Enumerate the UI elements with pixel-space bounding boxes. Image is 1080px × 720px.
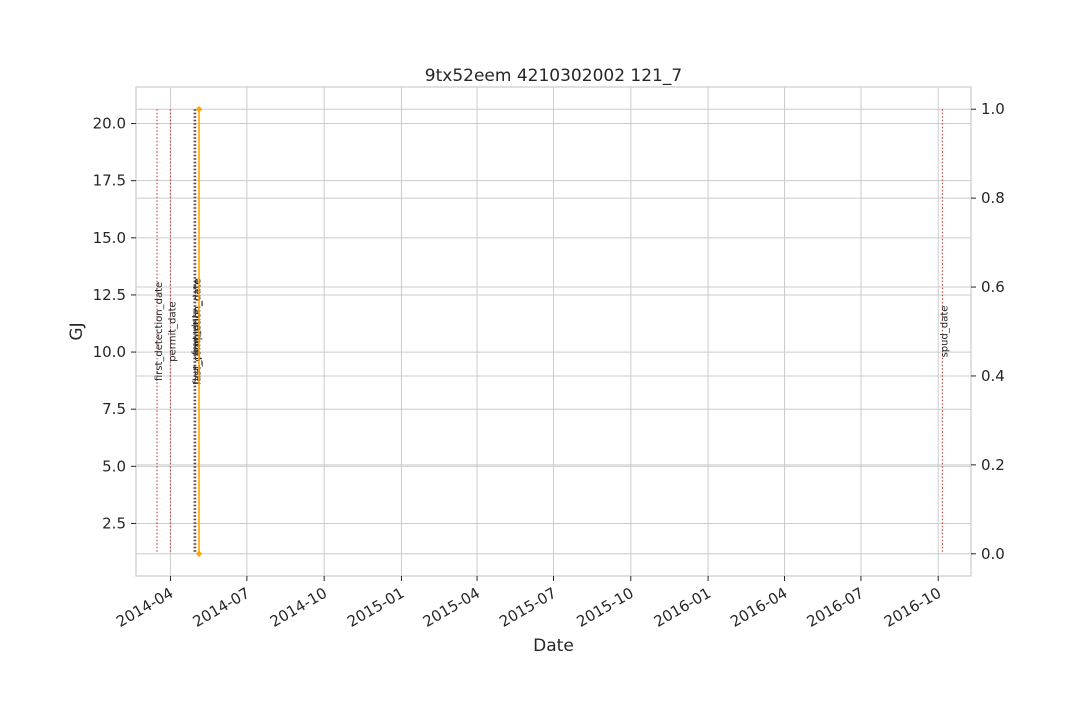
y-tick-label: 7.5	[102, 400, 126, 418]
event-label: first_production_date	[192, 279, 203, 385]
event-lines: first_detection_date permit_date frac_date…	[154, 109, 950, 554]
series-point	[195, 106, 203, 113]
y-tick-label: 20.0	[93, 115, 126, 133]
y-tick-label: 12.5	[93, 286, 126, 304]
y-right-tick-label: 1.0	[981, 100, 1005, 118]
x-axis-label: Date	[533, 636, 574, 656]
series	[195, 106, 203, 557]
y-tick-label: 15.0	[93, 229, 126, 247]
grid	[136, 87, 971, 576]
y-right-tick-label: 0.6	[981, 278, 1005, 296]
y-right-tick-label: 0.4	[981, 367, 1005, 385]
y-right-tick-label: 0.2	[981, 456, 1005, 474]
ticks	[131, 108, 976, 581]
series-point	[195, 550, 203, 557]
event-label: spud_date	[939, 306, 950, 358]
y-tick-label: 17.5	[93, 172, 126, 190]
y-tick-label: 5.0	[102, 457, 126, 475]
event-label: permit_date	[167, 301, 178, 361]
y-right-tick-label: 0.8	[981, 189, 1005, 207]
y-tick-label: 2.5	[102, 514, 126, 532]
y-right-tick-label: 0.0	[981, 545, 1005, 563]
chart-title: 9tx52eem 4210302002 121_7	[425, 66, 682, 86]
event-label: first_detection_date	[154, 282, 165, 381]
y-tick-label: 10.0	[93, 343, 126, 361]
event-label: last_completion_date	[193, 278, 204, 384]
event-label: frac_date	[191, 308, 202, 355]
y-axis-label: GJ	[67, 322, 87, 340]
